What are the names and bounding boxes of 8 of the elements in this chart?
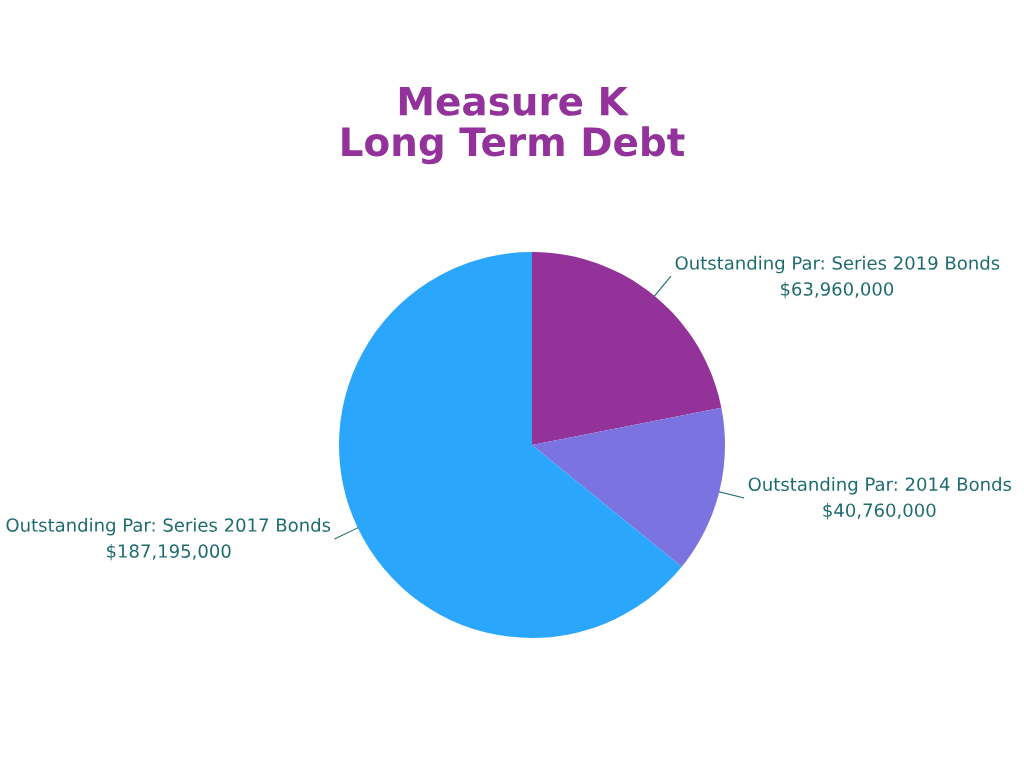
- pie-slice: [532, 407, 725, 567]
- data-label: $40,760,000: [823, 503, 936, 520]
- data-label: $63,960,000: [780, 281, 894, 299]
- slice-label: Outstanding Par: Series 2017 Bonds: [6, 517, 331, 536]
- slice-label: Outstanding Par: 2014 Bonds: [748, 477, 1012, 495]
- slice-label: Outstanding Par: Series 2019 Bonds: [675, 255, 1000, 274]
- data-label: $187,195,000: [106, 543, 231, 561]
- chart-title: Measure K Long Term Debt: [342, 86, 685, 165]
